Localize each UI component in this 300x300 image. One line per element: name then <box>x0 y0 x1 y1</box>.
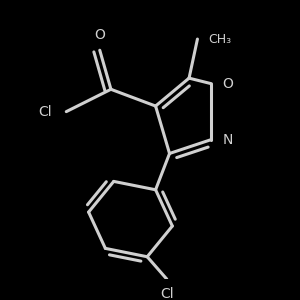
Text: CH₃: CH₃ <box>208 33 232 46</box>
Text: O: O <box>223 77 233 91</box>
Text: O: O <box>94 28 105 42</box>
Text: N: N <box>223 133 233 146</box>
Text: Cl: Cl <box>160 287 174 300</box>
Text: Cl: Cl <box>39 105 52 118</box>
